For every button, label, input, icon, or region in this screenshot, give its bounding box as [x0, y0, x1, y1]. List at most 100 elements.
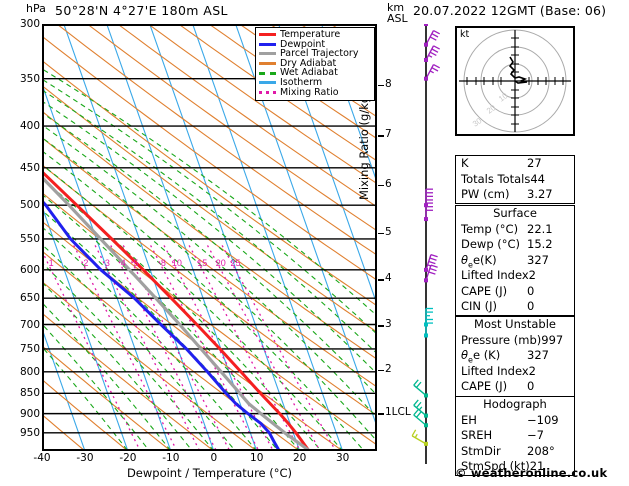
- svg-text:1: 1: [49, 258, 54, 268]
- altitude-tick: [378, 413, 384, 415]
- wind-barb: [424, 45, 440, 62]
- page-title: 50°28'N 4°27'E 180m ASL: [55, 3, 228, 18]
- temperature-tick-label: 30: [335, 452, 350, 464]
- svg-text:15: 15: [197, 258, 207, 268]
- wind-barb: [424, 202, 433, 222]
- table-row: Lifted Index 2: [456, 268, 574, 284]
- pressure-tick-label: 950: [19, 426, 40, 439]
- row-value: −7: [527, 428, 544, 442]
- wind-barb: [424, 63, 440, 81]
- legend-swatch: [259, 81, 276, 85]
- legend-label: Isotherm: [280, 77, 323, 89]
- row-key: θee (K): [461, 348, 501, 365]
- pressure-tick-label: 400: [19, 120, 40, 133]
- x-axis-title: Dewpoint / Temperature (°C): [126, 466, 293, 480]
- row-key: Lifted Index: [461, 363, 529, 378]
- svg-text:10: 10: [497, 91, 510, 104]
- table-row: K 27: [456, 156, 574, 172]
- copyright-footer: © weatheronline.co.uk: [455, 466, 608, 480]
- altitude-tick: [378, 279, 384, 281]
- table-row: θee(K) 327: [456, 253, 574, 269]
- legend-item: Wet Adiabat: [259, 68, 371, 78]
- km-label-line1: km: [387, 1, 405, 14]
- altitude-tick-label: 7: [385, 128, 392, 141]
- row-key: Lifted Index: [461, 268, 529, 282]
- wind-barb: [424, 29, 440, 47]
- wind-barb: [424, 253, 438, 272]
- pressure-tick-label: 550: [19, 232, 40, 245]
- row-value: 997: [541, 332, 564, 347]
- skewt-canvas: 1 2 3 4 5 8 10 15 20 25: [44, 26, 375, 449]
- row-value: 22.1: [527, 221, 553, 236]
- legend-swatch: [259, 62, 276, 66]
- row-key: CAPE (J): [461, 379, 508, 393]
- row-key: Pressure (mb): [461, 332, 542, 347]
- pressure-tick-label: 450: [19, 161, 40, 174]
- legend-swatch: [259, 42, 276, 46]
- table-row: EH −109: [456, 413, 574, 429]
- wind-barb: [413, 399, 428, 418]
- table-row: PW (cm) 3.27: [456, 187, 574, 203]
- legend-label: Dewpoint: [280, 38, 326, 50]
- legend: Temperature Dewpoint Parcel Trajectory Dry …: [255, 27, 375, 102]
- mixing-ratio-axis-title: Mixing Ratio (g/kg): [357, 91, 371, 200]
- km-label-line2: ASL: [387, 12, 408, 25]
- altitude-tick: [378, 184, 384, 187]
- legend-item: Temperature: [259, 30, 371, 40]
- altitude-tick: [378, 135, 384, 137]
- row-value: 327: [527, 348, 549, 362]
- legend-swatch: [259, 71, 276, 75]
- altitude-tick-label: 4: [385, 272, 392, 285]
- surface-parcel-table: Surface Temp (°C) 22.1 Dewp (°C) 15.2 θee(K) 3…: [455, 205, 575, 316]
- row-key: K: [461, 156, 469, 170]
- svg-text:5: 5: [133, 258, 138, 268]
- table-row: CAPE (J) 0: [456, 379, 574, 395]
- table-row: Totals Totals 44: [456, 172, 574, 188]
- row-key: Dewp (°C): [461, 237, 521, 251]
- svg-text:3: 3: [105, 258, 110, 268]
- svg-text:10: 10: [172, 258, 182, 268]
- temperature-tick-label: -10: [162, 452, 180, 464]
- legend-swatch: [259, 33, 276, 37]
- table-row: Dewp (°C) 15.2: [456, 237, 574, 253]
- plot-frame: [42, 24, 377, 451]
- svg-text:8: 8: [161, 258, 166, 268]
- row-key: StmSpd (kt): [461, 459, 530, 473]
- pressure-tick-label: 850: [19, 387, 40, 400]
- hodograph-canvas: 10 20 30: [459, 29, 571, 133]
- row-value: 44: [530, 171, 545, 186]
- stability-indices-table: K 27 Totals Totals 44 PW (cm) 3.27: [455, 155, 575, 204]
- table-row: CAPE (J) 0: [456, 284, 574, 300]
- altitude-tick-label: 8: [385, 77, 392, 90]
- table-row: SREH −7: [456, 428, 574, 444]
- row-key: θee(K): [461, 252, 497, 269]
- table-row: θee (K) 327: [456, 348, 574, 364]
- legend-label: Dry Adiabat: [280, 57, 337, 69]
- row-value: 3.27: [527, 187, 553, 201]
- wind-barb: [413, 409, 428, 428]
- pressure-tick-label: 350: [19, 72, 40, 85]
- svg-text:20: 20: [216, 258, 226, 268]
- altitude-tick-label: 3: [385, 318, 392, 331]
- row-value: 0: [527, 299, 535, 313]
- pressure-tick-label: 750: [19, 342, 40, 355]
- row-value: 21: [529, 459, 545, 473]
- wind-barb: [424, 264, 438, 283]
- row-key: CIN (J): [461, 299, 498, 313]
- hodograph-plot: 10 20 30 kt: [455, 26, 575, 136]
- legend-label: Wet Adiabat: [280, 67, 338, 79]
- row-key: PW (cm): [461, 187, 510, 201]
- hodograph-stats-table: Hodograph EH −109 SREH −7 StmDir 208° StmSpd (k…: [455, 396, 575, 476]
- pressure-tick-label: 300: [19, 18, 40, 30]
- altitude-tick-label: 1LCL: [385, 406, 411, 419]
- legend-item: Isotherm: [259, 78, 371, 88]
- pressure-tick-label: 600: [19, 263, 40, 276]
- legend-label: Mixing Ratio: [280, 86, 339, 98]
- row-value: 327: [527, 252, 549, 267]
- row-value: 27: [527, 156, 542, 170]
- table-header: Hodograph: [483, 397, 547, 411]
- pressure-axis-labels: 300 350 400 450 500 550 600 650 700 750 800 850 900 9…: [8, 18, 40, 451]
- altitude-tick: [378, 325, 384, 327]
- wind-barb: [411, 429, 428, 446]
- table-row: Lifted Index 2: [456, 364, 574, 380]
